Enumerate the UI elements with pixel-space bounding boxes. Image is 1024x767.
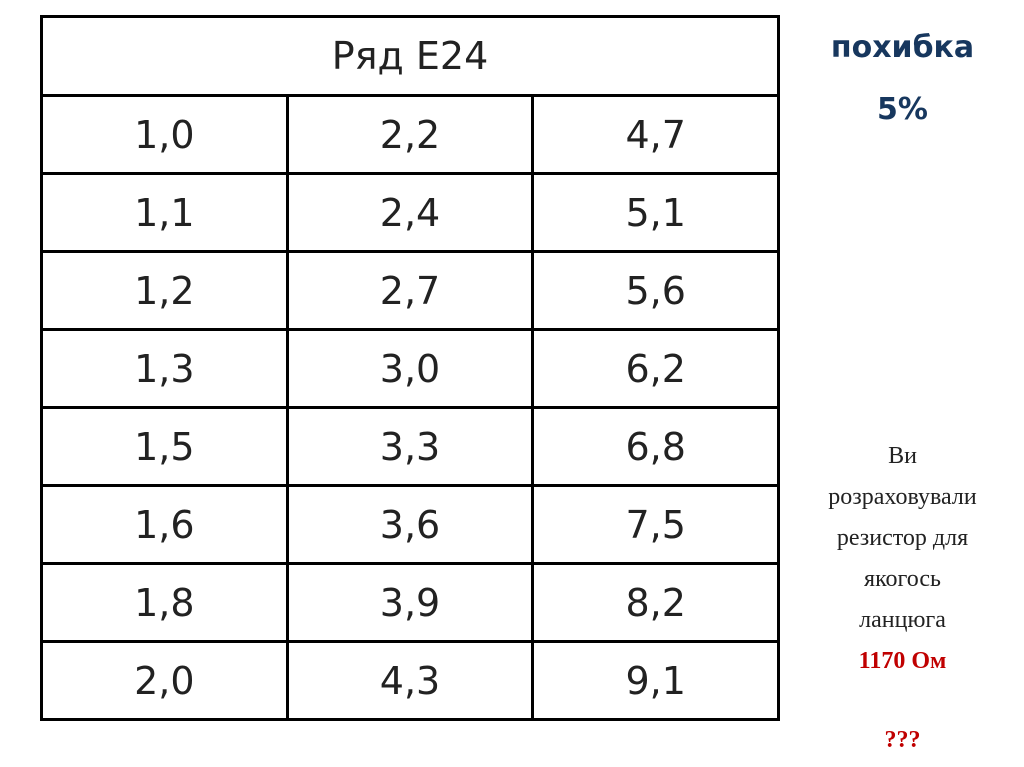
- table-cell: 3,0: [285, 328, 535, 409]
- note: Ви розраховували резистор для якогось ланцюг…: [795, 436, 1010, 761]
- table-cell: 2,7: [285, 250, 535, 331]
- note-line: якогось: [864, 566, 941, 592]
- table-row: 1,6 3,6 7,5: [40, 484, 780, 565]
- table-row: 1,5 3,3 6,8: [40, 406, 780, 487]
- tolerance-value: 5%: [877, 92, 928, 127]
- table-cell: 3,9: [285, 562, 535, 643]
- table-cell: 1,2: [40, 250, 289, 331]
- table-cell: 5,1: [531, 172, 780, 253]
- table-cell: 3,3: [285, 406, 535, 487]
- table-cell: 4,3: [285, 640, 535, 721]
- table-row: 1,1 2,4 5,1: [40, 172, 780, 253]
- table-cell: 1,3: [40, 328, 289, 409]
- table-cell: 9,1: [531, 640, 780, 721]
- table-cell: 3,6: [285, 484, 535, 565]
- note-line: резистор для: [836, 525, 969, 551]
- table-cell: 1,1: [40, 172, 289, 253]
- table-row: 2,0 4,3 9,1: [40, 640, 780, 721]
- table-cell: 1,8: [40, 562, 289, 643]
- table-cell: 7,5: [531, 484, 780, 565]
- table-cell: 2,0: [40, 640, 289, 721]
- table-cell: 6,8: [531, 406, 780, 487]
- note-highlight: 1170 Ом: [858, 648, 947, 674]
- table-cell: 5,6: [531, 250, 780, 331]
- table-cell: 2,2: [285, 94, 535, 175]
- table-row: 1,2 2,7 5,6: [40, 250, 780, 331]
- note-line: розраховували: [828, 484, 977, 510]
- table-cell: 8,2: [531, 562, 780, 643]
- table-cell: 1,5: [40, 406, 289, 487]
- note-question: ???: [884, 727, 921, 753]
- e24-table: Ряд Е24 1,0 2,2 4,7 1,1 2,4 5,1 1,2 2,7 5,6 1,3 3,…: [40, 15, 780, 721]
- note-line: ланцюга: [859, 607, 946, 633]
- table-row: 1,8 3,9 8,2: [40, 562, 780, 643]
- table-row: 1,3 3,0 6,2: [40, 328, 780, 409]
- tolerance-label: похибка: [830, 30, 975, 65]
- table-title: Ряд Е24: [40, 15, 780, 97]
- table-cell: 1,6: [40, 484, 289, 565]
- note-line: Ви: [888, 443, 917, 469]
- table-cell: 6,2: [531, 328, 780, 409]
- table-cell: 2,4: [285, 172, 535, 253]
- table-body: 1,0 2,2 4,7 1,1 2,4 5,1 1,2 2,7 5,6 1,3 3,0 6,2 1,5 3…: [40, 94, 780, 721]
- table-cell: 4,7: [531, 94, 780, 175]
- table-cell: 1,0: [40, 94, 289, 175]
- table-row: 1,0 2,2 4,7: [40, 94, 780, 175]
